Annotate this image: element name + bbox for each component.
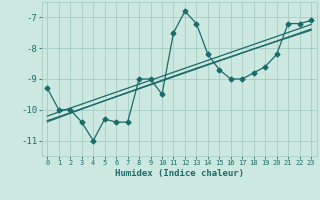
X-axis label: Humidex (Indice chaleur): Humidex (Indice chaleur) xyxy=(115,169,244,178)
